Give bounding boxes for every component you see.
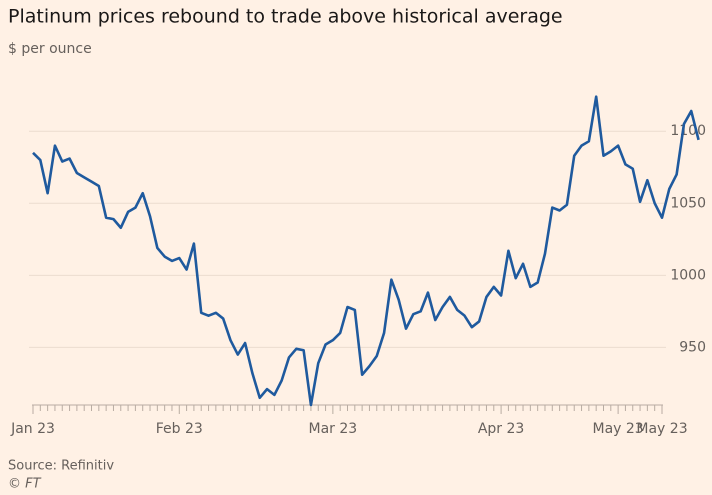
y-tick-label: 1000	[670, 267, 706, 283]
y-tick-label: 1050	[670, 195, 706, 211]
x-tick-label: May 23	[593, 421, 644, 437]
x-tick-label: Feb 23	[156, 421, 203, 437]
x-tick-label: Jan 23	[10, 421, 55, 437]
chart-subtitle: $ per ounce	[8, 41, 92, 57]
price-line	[32, 95, 700, 407]
source: Source: Refinitiv	[8, 459, 114, 474]
x-tick-label: May 23	[636, 421, 687, 437]
x-tick-label: Apr 23	[478, 421, 524, 437]
x-tick-label: Mar 23	[309, 421, 358, 437]
y-tick-label: 950	[679, 339, 706, 355]
chart-title: Platinum prices rebound to trade above h…	[8, 6, 563, 28]
y-tick-label: 1100	[670, 123, 706, 139]
credit: © FT	[8, 477, 42, 492]
